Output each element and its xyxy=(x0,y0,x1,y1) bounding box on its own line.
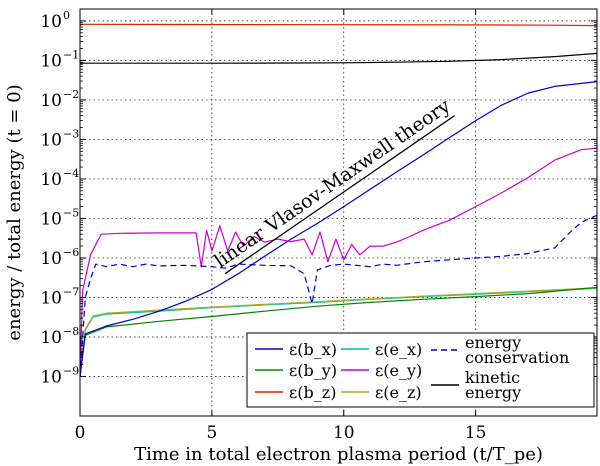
y-tick-exponent: −9 xyxy=(63,364,79,377)
y-tick-label: 10 −1 xyxy=(40,48,79,71)
y-tick-base: 10 xyxy=(40,130,62,150)
legend-item-4: ε(e_y) xyxy=(341,361,422,380)
legend-label: ε(e_z) xyxy=(375,383,422,402)
legend-label: ε(e_x) xyxy=(375,340,422,359)
x-tick-label: 5 xyxy=(206,423,217,443)
y-tick-exponent: −4 xyxy=(63,167,79,180)
series-line-2 xyxy=(80,23,597,27)
legend-label: energy xyxy=(465,383,521,402)
legend-item-5: ε(e_z) xyxy=(341,383,422,402)
x-tick-label: 10 xyxy=(333,423,355,443)
x-axis: 0 5 10 15 xyxy=(75,9,487,443)
legend-label: conservation xyxy=(465,348,569,367)
plot-frame xyxy=(79,8,598,417)
legend-box xyxy=(246,332,595,408)
legend-item-1: ε(b_y) xyxy=(255,361,337,380)
y-tick-exponent: −7 xyxy=(63,285,79,298)
y-tick-label: 10 −8 xyxy=(40,325,79,348)
legend-label: ε(b_z) xyxy=(289,383,336,402)
legend-label: ε(b_x) xyxy=(289,340,337,359)
y-tick-label: 10 −9 xyxy=(40,364,79,387)
series-line-6 xyxy=(80,214,597,377)
y-tick-label: 10 −6 xyxy=(40,246,79,269)
y-tick-base: 10 xyxy=(40,91,62,111)
x-tick-label: 15 xyxy=(465,423,487,443)
y-tick-base: 10 xyxy=(40,12,62,32)
y-tick-base: 10 xyxy=(40,288,62,308)
series-layer xyxy=(80,23,597,377)
y-tick-label: 10 −2 xyxy=(40,88,79,111)
legend-label: ε(b_y) xyxy=(289,361,337,380)
series-line-4 xyxy=(80,147,597,377)
legend-label: ε(e_y) xyxy=(375,361,422,380)
legend-label: kinetic xyxy=(465,368,520,387)
legend: ε(b_x) ε(b_y) ε(b_z) ε(e_x) ε(e_y) ε(e_z) ener… xyxy=(246,332,595,408)
y-tick-base: 10 xyxy=(40,249,62,269)
series-line-0 xyxy=(80,81,597,377)
y-tick-label: 10 −3 xyxy=(40,127,79,150)
y-tick-base: 10 xyxy=(40,51,62,71)
series-line-5 xyxy=(80,287,597,377)
y-tick-label: 10 −7 xyxy=(40,285,79,308)
y-tick-exponent: 0 xyxy=(63,9,70,22)
legend-label: energy xyxy=(465,333,521,352)
y-tick-exponent: −3 xyxy=(63,127,79,140)
y-tick-base: 10 xyxy=(40,170,62,190)
legend-item-3: ε(e_x) xyxy=(341,340,422,359)
annotation-line xyxy=(224,115,455,275)
y-tick-exponent: −5 xyxy=(63,206,79,219)
y-tick-label: 10 −5 xyxy=(40,206,79,229)
y-tick-base: 10 xyxy=(40,328,62,348)
y-tick-exponent: −1 xyxy=(63,48,79,61)
y-tick-label: 10 −4 xyxy=(40,167,79,190)
x-tick-label: 0 xyxy=(75,423,86,443)
grid xyxy=(80,9,597,416)
series-line-7 xyxy=(80,52,597,64)
y-tick-exponent: −8 xyxy=(63,325,79,338)
legend-item-2: ε(b_z) xyxy=(255,383,336,402)
y-tick-exponent: −2 xyxy=(63,88,79,101)
y-tick-base: 10 xyxy=(40,367,62,387)
legend-item-0: ε(b_x) xyxy=(255,340,337,359)
y-tick-base: 10 xyxy=(40,209,62,229)
y-axis-label: energy / total energy (t = 0) xyxy=(4,84,25,340)
y-tick-exponent: −6 xyxy=(63,246,79,259)
y-tick-label: 10 0 xyxy=(40,9,70,32)
x-axis-label: Time in total electron plasma period (t/… xyxy=(134,444,543,465)
series-line-1 xyxy=(80,286,597,377)
